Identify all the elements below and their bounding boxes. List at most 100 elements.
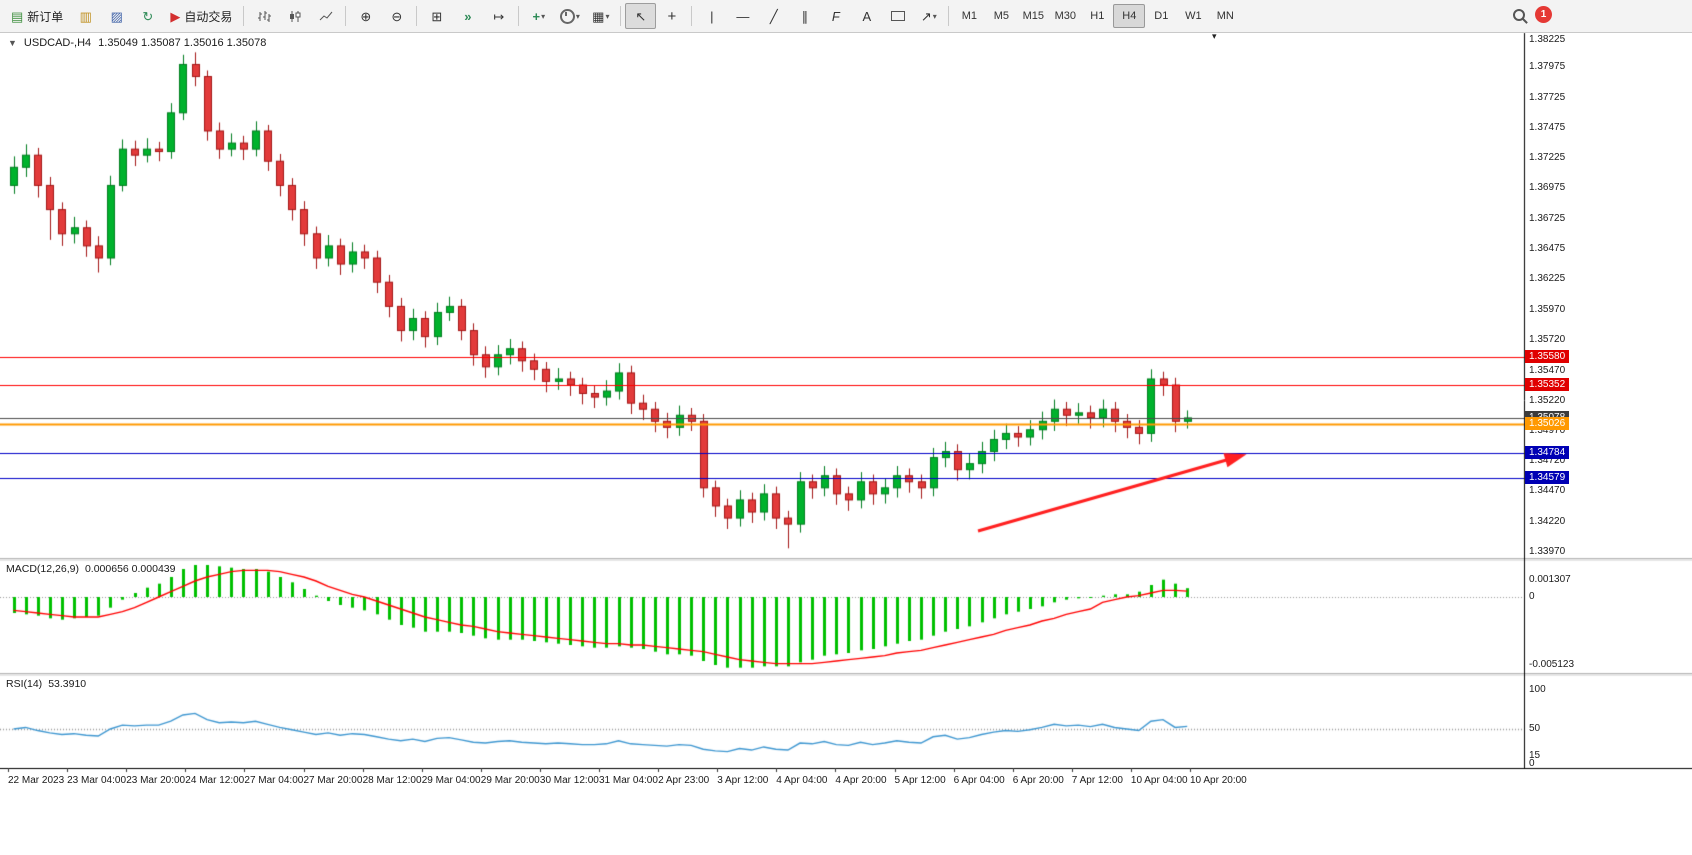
zoom-in-button[interactable]: ⊕ bbox=[350, 3, 381, 29]
tile-windows-button[interactable]: ⊞ bbox=[421, 3, 452, 29]
timeframe-button-m1[interactable]: M1 bbox=[961, 10, 977, 22]
chart-menu-icon[interactable]: ▼ bbox=[8, 38, 17, 48]
equidistant-channel-icon: ∥ bbox=[801, 8, 809, 24]
text-label-icon bbox=[890, 11, 905, 21]
toolbar-separator bbox=[948, 6, 950, 26]
text-button[interactable]: A bbox=[851, 3, 882, 29]
time-axis-label: 5 Apr 12:00 bbox=[894, 775, 946, 786]
price-axis-label: 1.35470 bbox=[1529, 364, 1566, 376]
price-axis-label: 1.38225 bbox=[1529, 34, 1566, 45]
templates-button[interactable]: ▦ ▾ bbox=[585, 3, 616, 29]
zoom-out-button[interactable]: ⊖ bbox=[381, 3, 412, 29]
timeframe-button-m30[interactable]: M30 bbox=[1054, 10, 1077, 22]
macd-axis-label: 0.001307 bbox=[1529, 573, 1571, 585]
fibonacci-icon: F bbox=[831, 8, 840, 24]
symbol-period-label: USDCAD-,H4 bbox=[23, 37, 92, 49]
line-chart-button[interactable] bbox=[310, 3, 341, 29]
price-axis-label: 1.34220 bbox=[1529, 515, 1566, 527]
periods-button[interactable]: ▾ bbox=[554, 3, 585, 29]
time-axis-label: 4 Apr 04:00 bbox=[776, 775, 828, 786]
price-level-badge: 1.34784 bbox=[1525, 446, 1570, 460]
time-axis-label: 7 Apr 12:00 bbox=[1071, 775, 1123, 786]
ohlc-values: 1.35049 1.35087 1.35016 1.35078 bbox=[98, 37, 267, 49]
auto-scroll-button[interactable]: » bbox=[452, 3, 483, 29]
text-label-button[interactable] bbox=[882, 3, 913, 29]
indicators-icon: + bbox=[532, 8, 541, 24]
price-axis-label: 1.34470 bbox=[1529, 485, 1566, 497]
timeframe-button-m5[interactable]: M5 bbox=[993, 10, 1009, 22]
toolbar-separator bbox=[416, 6, 418, 26]
rsi-axis-label: 50 bbox=[1529, 723, 1541, 734]
new-order-label: 新订单 bbox=[27, 9, 64, 24]
channel-button[interactable]: ∥ bbox=[789, 3, 820, 29]
price-axis-label: 1.34720 bbox=[1529, 455, 1566, 467]
chevron-down-icon: ▾ bbox=[575, 11, 580, 21]
time-axis-label: 3 Apr 12:00 bbox=[717, 775, 769, 786]
horizontal-line-icon: — bbox=[736, 8, 750, 24]
new-chart-button[interactable]: ▥ bbox=[70, 3, 101, 29]
trendline-button[interactable]: ╱ bbox=[758, 3, 789, 29]
horizontal-line-button[interactable]: — bbox=[727, 3, 758, 29]
bar-chart-button[interactable] bbox=[248, 3, 279, 29]
autotrading-icon: ▶ bbox=[170, 8, 181, 24]
auto-scroll-icon: » bbox=[464, 8, 472, 24]
arrow-object-icon: ↗ bbox=[920, 8, 932, 24]
price-axis-label: 1.34970 bbox=[1529, 424, 1566, 436]
toolbar-right-group: 1 bbox=[1513, 6, 1552, 23]
toolbar-separator bbox=[620, 6, 622, 26]
price-axis-label: 1.36975 bbox=[1529, 182, 1566, 194]
price-axis-label: 1.36725 bbox=[1529, 212, 1566, 224]
price-axis-label: 1.35720 bbox=[1529, 334, 1566, 346]
vertical-line-button[interactable]: | bbox=[696, 3, 727, 29]
fibonacci-button[interactable]: F bbox=[820, 3, 851, 29]
autotrading-button[interactable]: ▶ 自动交易 bbox=[163, 3, 239, 29]
timeframe-button-w1[interactable]: W1 bbox=[1185, 10, 1202, 22]
rsi-name: RSI(14) bbox=[6, 678, 43, 690]
chart-title: ▼ USDCAD-,H4 1.35049 1.35087 1.35016 1.3… bbox=[7, 37, 266, 49]
toolbar-separator bbox=[691, 6, 693, 26]
price-level-badge: 1.35580 bbox=[1525, 350, 1570, 364]
notification-badge[interactable]: 1 bbox=[1535, 6, 1552, 23]
refresh-button[interactable]: ↻ bbox=[132, 3, 163, 29]
line-chart-icon bbox=[319, 11, 333, 20]
new-order-button[interactable]: ▤ 新订单 bbox=[4, 3, 70, 29]
price-axis-label: 1.37475 bbox=[1529, 121, 1566, 133]
rsi-value: 53.3910 bbox=[48, 678, 87, 690]
time-axis-label: 22 Mar 2023 bbox=[8, 775, 65, 786]
profiles-button[interactable]: ▨ bbox=[101, 3, 132, 29]
arrows-button[interactable]: ↗ ▾ bbox=[913, 3, 944, 29]
search-icon[interactable] bbox=[1513, 8, 1525, 21]
chart-scroll-marker-icon: ▾ bbox=[1212, 31, 1217, 41]
time-axis-label: 28 Mar 12:00 bbox=[362, 775, 422, 786]
time-axis-label: 2 Apr 23:00 bbox=[658, 775, 710, 786]
price-axis-label: 1.35220 bbox=[1529, 394, 1566, 406]
price-axis-label: 1.36475 bbox=[1529, 242, 1566, 254]
time-axis-label: 31 Mar 04:00 bbox=[599, 775, 658, 786]
timeframe-button-d1[interactable]: D1 bbox=[1154, 10, 1169, 22]
tile-windows-icon: ⊞ bbox=[431, 8, 443, 24]
crosshair-button[interactable]: + bbox=[656, 3, 687, 29]
cursor-button[interactable]: ↖ bbox=[625, 3, 657, 29]
candlestick-button[interactable] bbox=[279, 3, 310, 29]
timeframe-button-mn[interactable]: MN bbox=[1216, 10, 1234, 22]
zoom-out-icon: ⊖ bbox=[391, 8, 403, 24]
time-axis-label: 29 Mar 04:00 bbox=[421, 775, 481, 786]
crosshair-icon: + bbox=[667, 7, 677, 25]
timeframe-button-h1[interactable]: H1 bbox=[1090, 10, 1105, 22]
timeframe-button-h4[interactable]: H4 bbox=[1113, 4, 1146, 28]
time-axis-label: 10 Apr 20:00 bbox=[1190, 775, 1247, 786]
timeframe-group: M1 M5 M15 M30 H1 H4 D1 W1 MN bbox=[953, 4, 1241, 28]
price-level-badge: 1.35352 bbox=[1525, 377, 1570, 391]
macd-axis-label: -0.005123 bbox=[1529, 659, 1575, 671]
chart-shift-button[interactable]: ↦ bbox=[483, 3, 514, 29]
timeframe-button-m15[interactable]: M15 bbox=[1022, 10, 1045, 22]
price-axis-label: 1.35970 bbox=[1529, 304, 1566, 316]
macd-name: MACD(12,26,9) bbox=[6, 563, 79, 575]
price-axis-label: 1.37975 bbox=[1529, 61, 1566, 73]
toolbar-separator bbox=[345, 6, 347, 26]
price-axis-label: 1.33970 bbox=[1529, 545, 1566, 557]
indicators-button[interactable]: + ▾ bbox=[523, 3, 554, 29]
time-axis-label: 6 Apr 04:00 bbox=[953, 775, 1005, 786]
